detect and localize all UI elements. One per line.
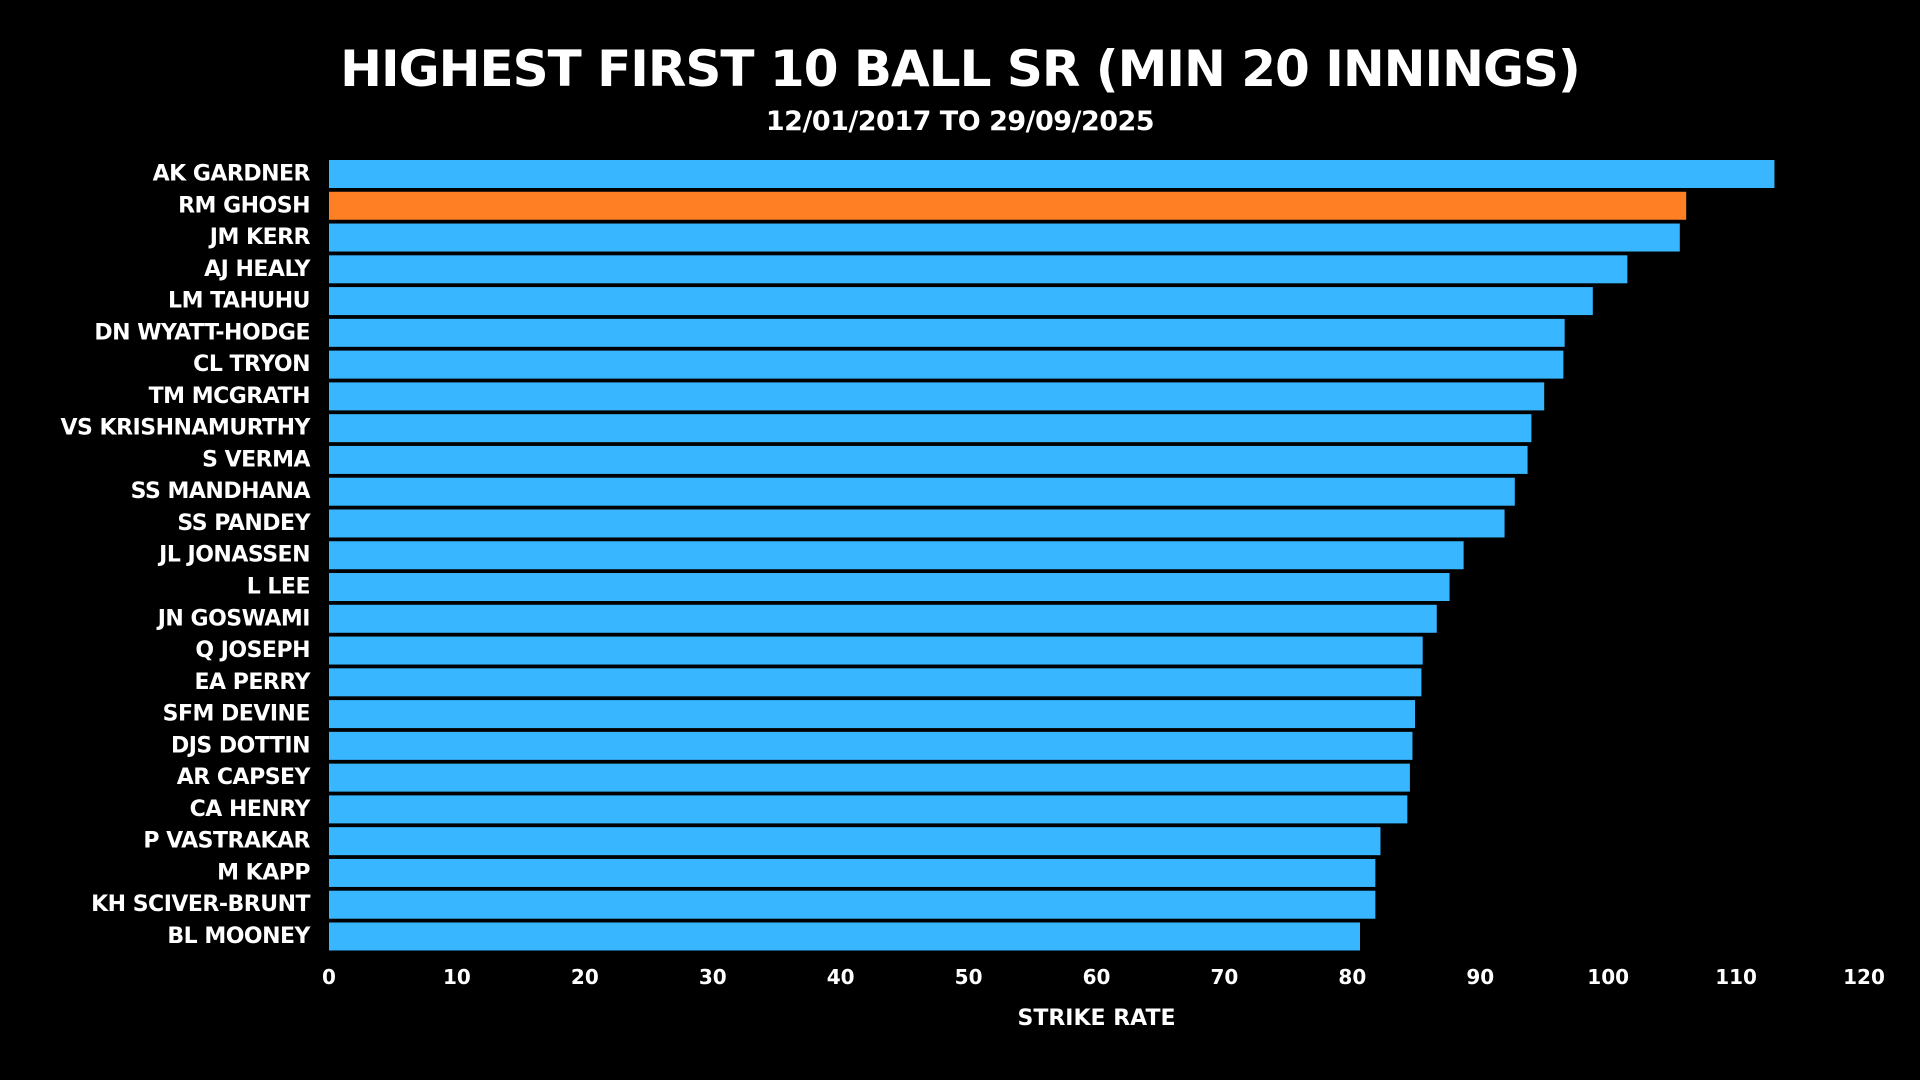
category-label-s-verma: S VERMA [202,447,310,472]
bar-kh-sciver-brunt [329,890,1376,919]
category-label-djs-dottin: DJS DOTTIN [171,733,310,758]
category-label-bl-mooney: BL MOONEY [167,924,311,949]
category-label-vs-krishnamurthy: VS KRISHNAMURTHY [61,416,312,441]
bars-layer [329,160,1775,951]
category-label-l-lee: L LEE [247,575,310,600]
category-label-tm-mcgrath: TM MCGRATH [149,384,310,409]
x-tick-label-90: 90 [1466,965,1494,989]
x-tick-label-0: 0 [322,965,336,989]
x-tick-label-80: 80 [1338,965,1366,989]
category-label-ss-mandhana: SS MANDHANA [131,479,311,504]
x-tick-label-40: 40 [827,965,855,989]
x-tick-label-100: 100 [1587,965,1629,989]
bar-m-kapp [329,858,1376,887]
bar-cl-tryon [329,350,1564,379]
category-label-jm-kerr: JM KERR [208,225,311,250]
bar-q-joseph [329,636,1423,665]
category-label-lm-tahuhu: LM TAHUHU [168,289,310,314]
bar-jl-jonassen [329,541,1464,570]
chart-subtitle: 12/01/2017 TO 29/09/2025 [765,106,1155,137]
bar-ca-henry [329,795,1408,824]
category-label-jn-goswami: JN GOSWAMI [156,606,310,631]
category-label-q-joseph: Q JOSEPH [195,638,310,663]
bar-jn-goswami [329,604,1437,633]
x-tick-label-50: 50 [955,965,983,989]
bar-aj-healy [329,255,1628,284]
bar-ar-capsey [329,763,1410,792]
x-tick-label-70: 70 [1210,965,1238,989]
bar-p-vastrakar [329,827,1381,856]
category-label-aj-healy: AJ HEALY [204,257,311,282]
chart-title: HIGHEST FIRST 10 BALL SR (MIN 20 INNINGS… [340,40,1581,98]
x-tick-label-10: 10 [443,965,471,989]
x-axis-ticks: 0 10 20 30 40 50 60 70 80 90 100 110 120 [322,965,1885,989]
category-label-ar-capsey: AR CAPSEY [177,765,312,790]
x-tick-label-120: 120 [1843,965,1885,989]
bar-l-lee [329,573,1450,602]
x-tick-label-110: 110 [1715,965,1757,989]
bar-vs-krishnamurthy [329,414,1532,443]
category-label-sfm-devine: SFM DEVINE [163,702,310,727]
bar-lm-tahuhu [329,287,1593,316]
bar-ak-gardner [329,160,1775,188]
x-tick-label-20: 20 [571,965,599,989]
bar-ss-pandey [329,509,1505,538]
bar-jm-kerr [329,223,1680,252]
category-label-rm-ghosh: RM GHOSH [178,193,310,218]
category-label-ak-gardner: AK GARDNER [153,162,311,187]
x-tick-label-30: 30 [699,965,727,989]
category-label-cl-tryon: CL TRYON [193,352,310,377]
bar-s-verma [329,445,1528,474]
bar-ea-perry [329,668,1422,697]
x-axis-label: STRIKE RATE [1017,1006,1175,1031]
bar-rm-ghosh [329,191,1687,220]
category-label-ca-henry: CA HENRY [190,797,312,822]
category-label-ea-perry: EA PERRY [195,670,312,695]
category-label-kh-sciver-brunt: KH SCIVER-BRUNT [91,892,310,917]
bar-ss-mandhana [329,477,1515,506]
category-labels: AK GARDNER RM GHOSH JM KERR AJ HEALY LM TAHU… [61,162,313,949]
x-tick-label-60: 60 [1083,965,1111,989]
bar-bl-mooney [329,922,1361,951]
category-label-dn-wyatt-hodge: DN WYATT-HODGE [94,320,310,345]
category-label-jl-jonassen: JL JONASSEN [157,543,310,568]
bar-sfm-devine [329,700,1416,729]
bar-dn-wyatt-hodge [329,318,1565,347]
bar-tm-mcgrath [329,382,1545,411]
category-label-ss-pandey: SS PANDEY [177,511,311,536]
bar-djs-dottin [329,731,1413,760]
category-label-p-vastrakar: P VASTRAKAR [143,829,310,854]
category-label-m-kapp: M KAPP [217,860,310,885]
